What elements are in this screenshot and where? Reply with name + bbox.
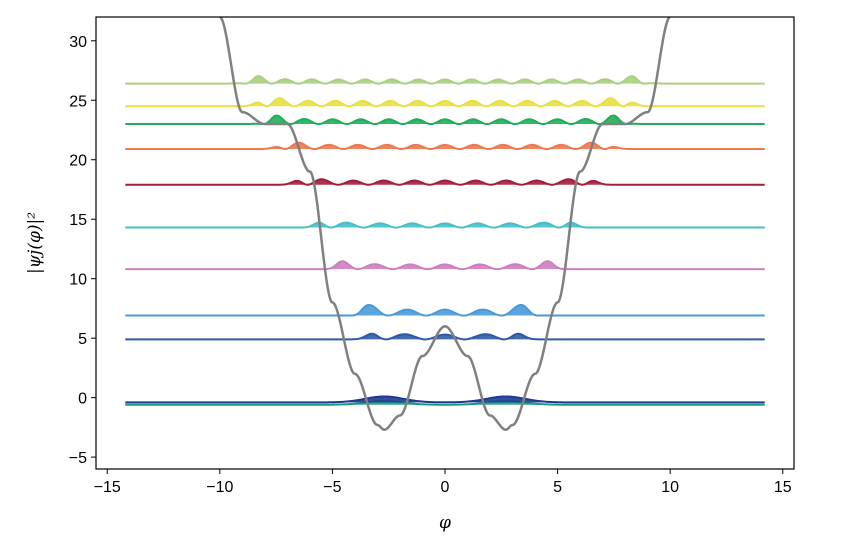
wavefunction-line-6 — [125, 178, 765, 186]
wavefunction-line-10 — [125, 75, 765, 85]
y-axis-label: |ψj(φ)|² — [25, 212, 45, 274]
x-tick-label: −5 — [323, 479, 341, 496]
y-tick-label: 0 — [78, 391, 87, 408]
plot-area — [125, 17, 765, 432]
y-tick-label: 30 — [69, 34, 87, 51]
x-axis: −15 −10 −5 0 5 10 15 — [94, 469, 792, 496]
y-axis: −5 0 5 10 15 20 25 30 — [69, 34, 96, 467]
wavefunction-line-9 — [125, 97, 765, 108]
wavefunction-fill-9 — [125, 98, 765, 107]
x-tick-label: 0 — [441, 479, 450, 496]
wavefunction-line-8 — [125, 114, 765, 126]
wavefunction-line-1 — [125, 395, 765, 404]
wavefunction-fill-2 — [125, 333, 765, 340]
x-tick-label: −10 — [206, 479, 233, 496]
x-tick-label: 5 — [553, 479, 562, 496]
y-tick-label: −5 — [69, 450, 87, 467]
x-axis-label: φ — [439, 513, 451, 533]
wavefunction-line-4 — [125, 260, 765, 271]
plot-frame — [95, 16, 795, 470]
x-tick-label: 15 — [774, 479, 792, 496]
y-tick-label: 25 — [69, 93, 87, 110]
wavefunction-line-5 — [125, 221, 765, 229]
wavefunction-fill-6 — [125, 179, 765, 185]
wavefunction-line-0 — [125, 400, 765, 406]
y-tick-label: 10 — [69, 272, 87, 289]
wavefunction-fill-5 — [125, 222, 765, 228]
potential-curve — [218, 17, 672, 432]
x-tick-label: −15 — [94, 479, 121, 496]
x-tick-label: 10 — [661, 479, 679, 496]
wavefunction-line-3 — [125, 303, 765, 317]
y-tick-label: 5 — [78, 331, 87, 348]
y-tick-label: 15 — [69, 212, 87, 229]
wavefunction-line-2 — [125, 332, 765, 341]
y-tick-label: 20 — [69, 153, 87, 170]
wavefunction-line-7 — [125, 141, 765, 151]
